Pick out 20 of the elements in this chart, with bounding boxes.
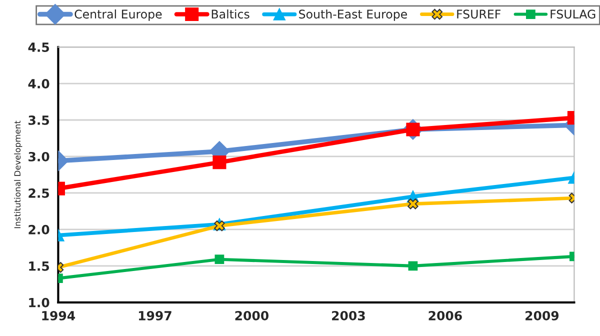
legend-label: FSULAG bbox=[550, 10, 596, 19]
y-tick-label: 4.5 bbox=[28, 42, 49, 52]
y-tick-label: 3.5 bbox=[28, 115, 49, 125]
legend-label: South-East Europe bbox=[299, 9, 407, 21]
legend-label: Baltics bbox=[212, 9, 250, 19]
y-tick-label: 2.5 bbox=[28, 188, 49, 198]
x-tick-label: 2000 bbox=[235, 310, 268, 320]
y-axis-title: Institutional Development bbox=[14, 120, 22, 228]
y-tick-label: 1.5 bbox=[29, 262, 49, 271]
y-tick-label: 3.0 bbox=[28, 152, 50, 162]
x-tick-label: 1997 bbox=[138, 310, 172, 320]
y-tick-label: 1.0 bbox=[29, 298, 50, 308]
x-tick-label: 2009 bbox=[526, 310, 559, 320]
legend-label: FSUREF bbox=[457, 10, 500, 19]
x-tick-label: 2003 bbox=[332, 310, 365, 320]
legend-label: Central Europe bbox=[74, 9, 162, 21]
y-tick-label: 4.0 bbox=[28, 78, 50, 88]
y-tick-label: 2.0 bbox=[28, 224, 50, 234]
x-tick-label: 2006 bbox=[428, 310, 462, 320]
x-tick-label: 1994 bbox=[42, 310, 76, 320]
